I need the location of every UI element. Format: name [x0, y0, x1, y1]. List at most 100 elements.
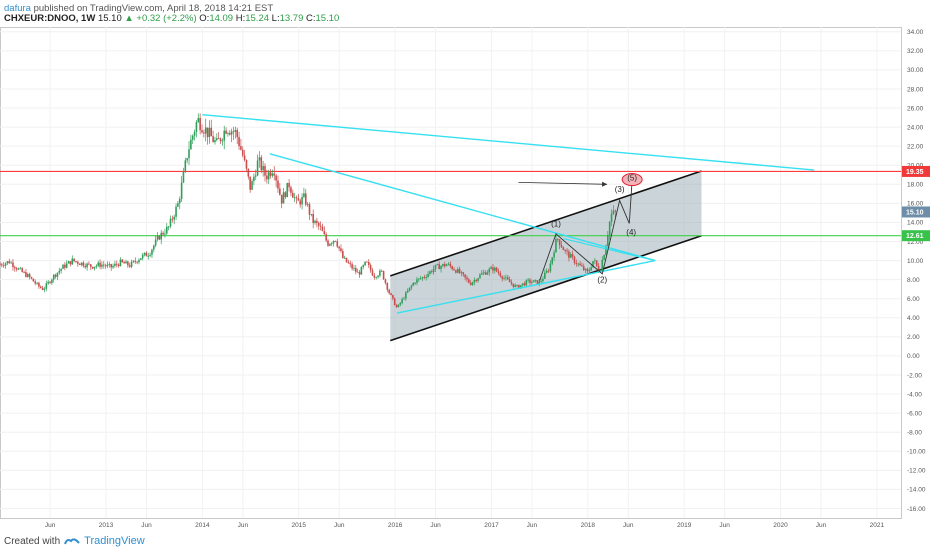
candle-body	[228, 133, 231, 135]
candle-body	[73, 258, 75, 262]
candle-body	[421, 277, 424, 279]
candle-body	[230, 131, 233, 135]
candle-body	[125, 261, 127, 264]
candle-body	[112, 265, 114, 268]
candle-body	[180, 182, 183, 199]
candle-body	[177, 203, 179, 207]
candle-body	[39, 286, 42, 288]
candle-body	[469, 282, 472, 285]
candle-body	[473, 279, 476, 283]
candle-body	[186, 158, 188, 161]
close-value: 15.10	[315, 13, 340, 24]
candle-body	[569, 254, 572, 258]
candle-body	[0, 264, 1, 266]
candle-body	[468, 279, 470, 283]
candle-body	[581, 265, 583, 267]
level-tag-1-bg	[902, 230, 930, 242]
candle-body	[167, 226, 170, 228]
y-tick-label: -10.00	[907, 449, 926, 456]
y-tick-label: -4.00	[907, 391, 922, 398]
candle-body	[56, 272, 59, 277]
candle-body	[323, 231, 326, 235]
candle-body	[614, 210, 617, 212]
high-value: 15.24	[245, 13, 270, 24]
candle-body	[69, 261, 72, 265]
candle-body	[558, 239, 561, 246]
candle-body	[419, 278, 422, 280]
open-label: O:	[199, 13, 210, 24]
candle-body	[345, 257, 348, 263]
candle-body	[238, 137, 240, 147]
candle-body	[140, 258, 142, 260]
price-axis[interactable]: 34.0032.0030.0028.0026.0024.0022.0020.00…	[907, 29, 926, 513]
candle-body	[501, 276, 504, 279]
symbol-line: CHXEUR:DNOO, 1W 15.10 ▲ +0.32 (+2.2%) O:…	[4, 13, 339, 24]
y-tick-label: 16.00	[907, 201, 924, 208]
candle-body	[178, 198, 181, 204]
candle-body	[601, 259, 604, 271]
candle-body	[243, 155, 246, 161]
candle-body	[453, 269, 455, 271]
candle-body	[366, 261, 368, 263]
candle-body	[610, 213, 613, 222]
plot-frame	[0, 27, 902, 519]
candle-body	[382, 271, 385, 280]
tradingview-brand[interactable]: TradingView	[84, 535, 145, 547]
y-tick-label: -6.00	[907, 410, 922, 417]
candle-body	[556, 238, 559, 240]
wave-label: (3)	[615, 185, 625, 194]
price-channel	[390, 170, 702, 342]
author-link[interactable]: dafura	[4, 3, 31, 14]
candle-body	[78, 263, 81, 265]
y-tick-label: 6.00	[907, 296, 920, 303]
x-tick-label: 2017	[484, 522, 499, 529]
candle-body	[171, 218, 174, 220]
level-tag-0-bg	[902, 165, 930, 177]
candle-body	[1, 264, 3, 266]
candle-body	[164, 233, 166, 235]
candle-body	[95, 265, 98, 267]
candle-body	[547, 270, 550, 272]
candle-body	[306, 204, 309, 205]
candle-body	[2, 265, 5, 267]
y-tick-label: 4.00	[907, 315, 920, 322]
candle-body	[319, 225, 322, 227]
trendline-rising-support	[396, 259, 656, 314]
candle-body	[102, 264, 105, 266]
x-tick-label: 2015	[291, 522, 306, 529]
candle-body	[97, 262, 100, 266]
candle-body	[108, 264, 111, 265]
y-tick-label: 30.00	[907, 67, 924, 74]
candle-body	[495, 267, 498, 272]
candle-body	[534, 280, 537, 281]
candle-body	[356, 271, 359, 273]
x-tick-label: Jun	[334, 522, 345, 529]
low-label: L:	[271, 13, 280, 24]
candle-body	[330, 243, 333, 245]
candle-body	[573, 256, 576, 263]
arrow-head-icon	[602, 181, 608, 187]
candle-body	[93, 266, 96, 269]
candle-body	[566, 250, 568, 252]
time-axis[interactable]: Jun 2013 Jun 2014 Jun 2015 Jun 2016 Jun 2017 Jun 20…	[45, 522, 885, 529]
candle-body	[210, 127, 213, 137]
candle-body	[149, 254, 151, 256]
last-price: 15.10	[97, 13, 122, 24]
candle-body	[603, 255, 605, 260]
candle-body	[317, 222, 320, 226]
x-tick-label: Jun	[816, 522, 827, 529]
candle-body	[132, 260, 135, 262]
candle-body	[540, 281, 542, 282]
candle-body	[232, 131, 235, 133]
candle-body	[275, 175, 277, 181]
candle-body	[299, 200, 302, 205]
candle-body	[106, 264, 109, 267]
candle-body	[349, 263, 352, 265]
candle-body	[488, 268, 491, 273]
candle-body	[321, 226, 324, 232]
candle-body	[25, 272, 27, 277]
candle-body	[308, 204, 311, 215]
candle-body	[117, 264, 120, 267]
candle-body	[290, 187, 292, 193]
